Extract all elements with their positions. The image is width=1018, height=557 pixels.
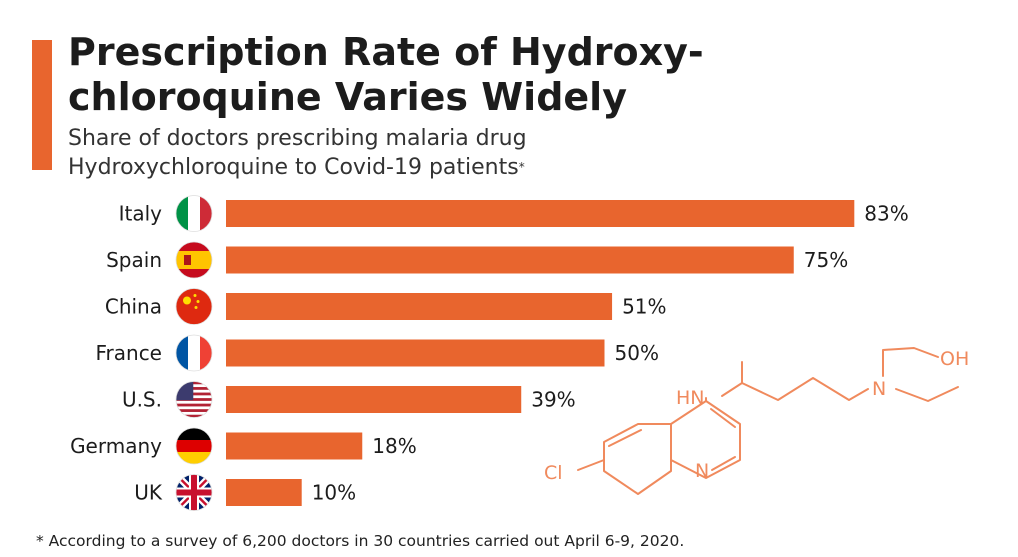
chart-subtitle-line-1: Share of doctors prescribing malaria dru… [68, 126, 527, 151]
bar [226, 246, 794, 274]
bar-row: Germany 18% [70, 427, 417, 465]
bar-row: UK 10% [134, 474, 356, 511]
molecule-label-n-amine: N [872, 378, 886, 400]
molecule-label-n-ring: N [695, 460, 709, 482]
value-label: 83% [864, 202, 908, 226]
chart-title: Prescription Rate of Hydroxy- chloroquin… [68, 30, 998, 120]
bar-row: Italy 83% [119, 195, 909, 232]
germany-flag-icon [176, 428, 212, 464]
bars-layer: Italy 83% Spain 75% China 51% France 50% U.S. 39%… [70, 195, 909, 511]
category-label: U.S. [122, 388, 162, 412]
category-label: UK [134, 481, 163, 505]
uk-flag-icon [176, 474, 212, 511]
us-flag-icon [176, 381, 212, 418]
value-label: 75% [804, 248, 848, 272]
chart-subtitle: Share of doctors prescribing malaria dru… [68, 124, 968, 182]
title-accent-bar [32, 40, 52, 170]
france-flag-icon [176, 335, 212, 371]
bar [226, 293, 613, 320]
category-label: Germany [70, 434, 162, 458]
italy-flag-icon [176, 195, 212, 232]
category-label: China [105, 295, 162, 319]
value-label: 39% [531, 388, 575, 412]
bar-row: U.S. 39% [122, 381, 576, 418]
value-label: 10% [312, 481, 356, 505]
bar-row: Spain 75% [106, 241, 848, 279]
bar [226, 200, 855, 227]
bar-row: China 51% [105, 288, 667, 325]
china-flag-icon [176, 288, 212, 325]
category-label: France [95, 341, 162, 365]
chart-subtitle-line-2: Hydroxychloroquine to Covid-19 patients [68, 155, 519, 180]
molecule-label-cl: Cl [544, 462, 563, 484]
category-label: Spain [106, 248, 162, 272]
chart-title-line-2: chloroquine Varies Widely [68, 75, 627, 119]
chart-title-line-1: Prescription Rate of Hydroxy- [68, 30, 704, 74]
footnote: * According to a survey of 6,200 doctors… [36, 532, 685, 550]
value-label: 50% [615, 341, 659, 365]
molecule-label-oh: OH [940, 348, 969, 370]
value-label: 51% [622, 295, 666, 319]
bar-row: France 50% [95, 334, 659, 372]
bar [226, 479, 302, 506]
hydroxychloroquine-structure-icon [577, 347, 959, 495]
bar [226, 432, 363, 460]
bar [226, 339, 605, 367]
spain-flag-icon [176, 242, 212, 278]
molecule-label-nh: HN [676, 387, 705, 409]
footnote-marker: * [518, 160, 525, 174]
bar [226, 386, 522, 413]
category-label: Italy [119, 202, 163, 226]
value-label: 18% [372, 434, 416, 458]
